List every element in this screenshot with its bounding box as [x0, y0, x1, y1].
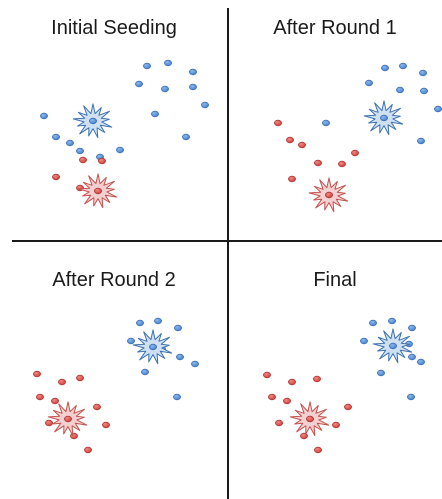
panel-title-final: Final: [313, 269, 357, 291]
blue-point: [360, 337, 368, 345]
blue-point: [40, 112, 48, 120]
red-centroid-3-center: [306, 415, 314, 423]
red-point: [338, 160, 346, 168]
blue-point: [135, 80, 143, 88]
blue-point: [141, 368, 149, 376]
red-point: [300, 432, 308, 440]
blue-point: [377, 369, 385, 377]
red-point: [283, 397, 291, 405]
red-centroid-1-center: [325, 191, 333, 199]
blue-centroid-0: [72, 103, 113, 139]
blue-point: [173, 393, 181, 401]
red-point: [275, 419, 283, 427]
blue-centroid-2: [132, 329, 173, 365]
red-point: [98, 157, 106, 165]
red-point: [313, 375, 321, 383]
red-point: [79, 156, 87, 164]
blue-point: [408, 324, 416, 332]
blue-point: [399, 62, 407, 70]
red-centroid-2: [47, 401, 88, 437]
blue-point: [52, 133, 60, 141]
blue-point: [161, 85, 169, 93]
red-centroid-1: [308, 177, 349, 213]
blue-point: [127, 337, 135, 345]
blue-point: [417, 358, 425, 366]
red-centroid-3: [289, 401, 330, 437]
blue-point: [408, 353, 416, 361]
red-point: [263, 371, 271, 379]
red-point: [344, 403, 352, 411]
blue-point: [407, 393, 415, 401]
red-point: [274, 119, 282, 127]
red-centroid-2-center: [64, 415, 72, 423]
blue-point: [182, 133, 190, 141]
blue-point: [66, 139, 74, 147]
blue-point: [201, 101, 209, 109]
panel-title-initial-seeding: Initial Seeding: [51, 17, 177, 39]
blue-point: [136, 319, 144, 327]
blue-point: [369, 319, 377, 327]
red-point: [33, 370, 41, 378]
red-point: [286, 136, 294, 144]
red-point: [268, 393, 276, 401]
blue-point: [396, 86, 404, 94]
red-point: [51, 397, 59, 405]
blue-point: [164, 59, 172, 67]
blue-point: [154, 317, 162, 325]
red-point: [36, 393, 44, 401]
blue-centroid-3: [372, 328, 413, 364]
blue-point: [381, 64, 389, 72]
red-point: [76, 374, 84, 382]
blue-centroid-3-center: [389, 342, 397, 350]
red-point: [93, 403, 101, 411]
blue-centroid-1-center: [380, 114, 388, 122]
red-centroid-0-center: [94, 187, 102, 195]
blue-point: [417, 137, 425, 145]
blue-point: [322, 119, 330, 127]
blue-point: [176, 353, 184, 361]
blue-centroid-1: [363, 100, 404, 136]
blue-point: [151, 110, 159, 118]
red-point: [351, 149, 359, 157]
blue-point: [434, 105, 442, 113]
blue-point: [388, 317, 396, 325]
blue-point: [76, 147, 84, 155]
panel-title-after-round-1: After Round 1: [273, 17, 397, 39]
red-point: [332, 421, 340, 429]
red-point: [298, 141, 306, 149]
red-point: [52, 173, 60, 181]
red-centroid-0: [77, 173, 118, 209]
blue-point: [189, 83, 197, 91]
blue-point: [143, 62, 151, 70]
blue-point: [419, 69, 427, 77]
blue-point: [116, 146, 124, 154]
blue-point: [420, 87, 428, 95]
blue-centroid-2-center: [149, 343, 157, 351]
blue-point: [191, 360, 199, 368]
blue-point: [189, 68, 197, 76]
red-point: [58, 378, 66, 386]
red-point: [314, 159, 322, 167]
blue-point: [174, 324, 182, 332]
red-point: [102, 421, 110, 429]
blue-centroid-0-center: [89, 117, 97, 125]
red-point: [84, 446, 92, 454]
red-point: [314, 446, 322, 454]
panel-title-after-round-2: After Round 2: [52, 269, 176, 291]
red-point: [45, 419, 53, 427]
red-point: [288, 175, 296, 183]
red-point: [288, 378, 296, 386]
blue-point: [365, 79, 373, 87]
